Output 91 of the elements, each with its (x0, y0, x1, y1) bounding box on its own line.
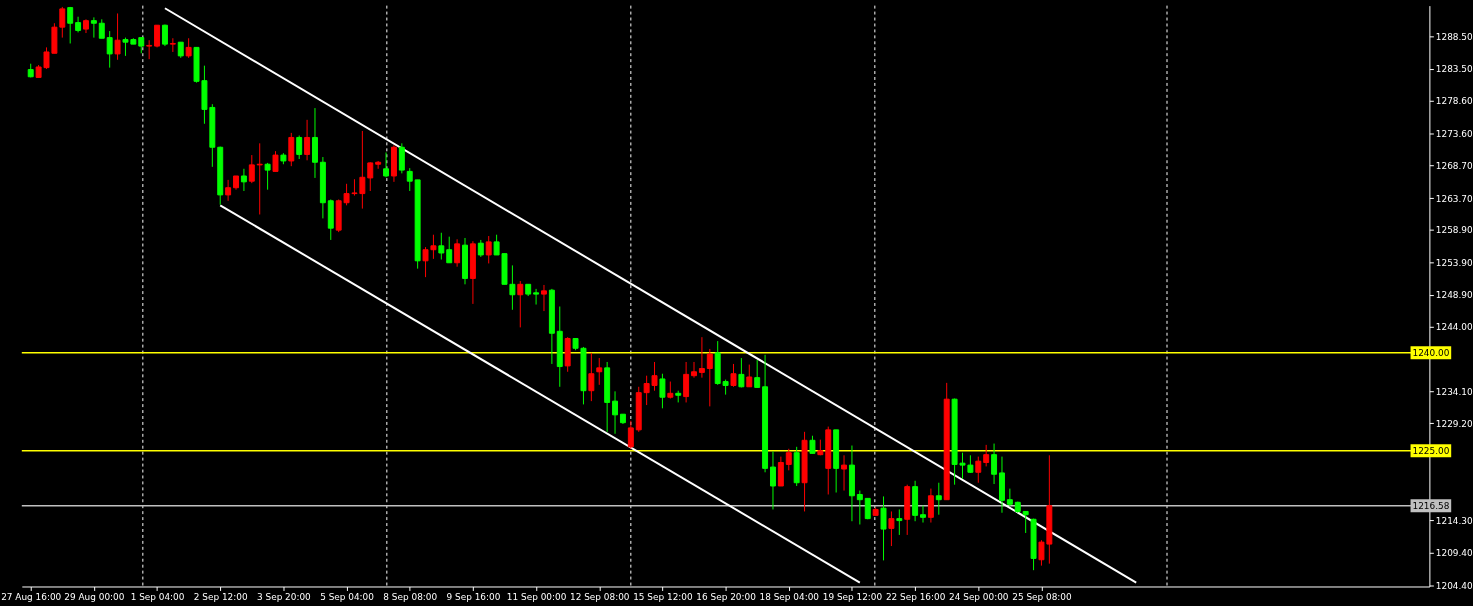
candlestick (185, 37, 192, 59)
candlestick (90, 16, 97, 39)
x-tick-label: 11 Sep 00:00 (506, 591, 567, 602)
candlestick (770, 450, 776, 510)
y-tick-label: 1214.30 (1435, 516, 1473, 527)
x-tick-label: 9 Sep 16:00 (446, 591, 501, 602)
x-tick-label: 22 Sep 16:00 (885, 591, 946, 602)
candlestick (698, 336, 705, 379)
y-tick-label: 1248.90 (1435, 290, 1473, 301)
y-tick-label: 1278.60 (1435, 96, 1473, 107)
ref-line-label: 1216.58 (1412, 500, 1450, 511)
candlestick (114, 12, 121, 61)
candlestick (533, 288, 540, 306)
candlestick (888, 510, 895, 547)
x-tick-label: 3 Sep 20:00 (257, 591, 312, 602)
y-tick-label: 1273.60 (1435, 129, 1473, 140)
candlestick (454, 238, 461, 268)
candlestick (754, 359, 761, 388)
candlestick (446, 236, 453, 264)
y-tick-label: 1229.20 (1435, 418, 1473, 429)
candlestick (746, 364, 753, 388)
candlestick (691, 361, 697, 379)
candlestick (683, 361, 690, 403)
ref-line-label: 1225.00 (1412, 445, 1450, 456)
candlestick (588, 352, 595, 402)
y-tick-label: 1244.00 (1435, 322, 1473, 333)
y-tick-label: 1268.70 (1435, 161, 1473, 171)
candlestick (880, 495, 887, 561)
candlestick (406, 167, 413, 192)
candlestick (296, 135, 303, 160)
candlestick (730, 363, 737, 388)
y-tick-label: 1283.50 (1435, 64, 1473, 75)
candlestick (240, 168, 247, 192)
candlestick (541, 284, 547, 312)
candlestick (975, 456, 982, 484)
candlestick (146, 39, 153, 60)
candlestick (256, 142, 263, 215)
x-tick-label: 25 Sep 08:00 (1012, 591, 1072, 602)
candlestick (288, 132, 295, 167)
y-tick-label: 1234.10 (1435, 386, 1473, 397)
candlestick (367, 161, 374, 192)
candlestick (383, 151, 390, 178)
y-tick-label: 1209.40 (1435, 548, 1473, 559)
x-tick-label: 29 Aug 00:00 (64, 591, 125, 602)
candlestick (935, 482, 942, 516)
y-tick-label: 1263.70 (1435, 193, 1473, 204)
x-tick-label: 24 Sep 00:00 (949, 591, 1009, 602)
x-tick-label: 12 Sep 08:00 (570, 591, 630, 602)
candlestick (304, 119, 311, 161)
candlestick (777, 456, 784, 487)
candlestick (1022, 510, 1029, 534)
candlestick (659, 373, 666, 409)
candlestick (991, 443, 998, 485)
ref-line-label: 1240.00 (1412, 347, 1450, 358)
x-tick-label: 27 Aug 16:00 (1, 591, 62, 602)
candlestick (896, 508, 903, 536)
candlestick (927, 488, 934, 524)
candlestick (248, 154, 255, 184)
candlestick (841, 454, 848, 492)
y-tick-label: 1288.50 (1435, 31, 1473, 42)
candlestick (225, 179, 232, 202)
y-tick-label: 1253.90 (1435, 257, 1473, 268)
candlestick (706, 348, 713, 407)
candlestick (738, 357, 745, 388)
candlestick (264, 162, 271, 191)
candlestick (67, 6, 74, 44)
x-tick-label: 15 Sep 12:00 (633, 591, 693, 602)
candlestick (627, 420, 634, 450)
candlestick (517, 280, 524, 328)
candlestick (596, 357, 603, 386)
candlestick (785, 448, 792, 471)
candlestick (983, 444, 990, 467)
candlestick (1006, 488, 1013, 507)
candlestick (856, 490, 863, 525)
x-tick-label: 19 Sep 12:00 (822, 591, 883, 602)
candlestick (98, 18, 105, 39)
x-tick-label: 5 Sep 04:00 (320, 591, 375, 602)
candlestick (398, 142, 405, 174)
x-tick-label: 18 Sep 04:00 (759, 591, 820, 602)
x-tick-label: 2 Sep 12:00 (193, 591, 248, 602)
candlestick (485, 235, 492, 264)
x-tick-label: 8 Sep 08:00 (383, 591, 438, 602)
y-tick-label: 1258.90 (1435, 224, 1473, 235)
candlestick (272, 150, 279, 172)
x-tick-label: 1 Sep 04:00 (130, 591, 185, 602)
candlestick (438, 232, 445, 261)
candlestick (106, 30, 113, 69)
candlestick (612, 390, 619, 435)
candlestick (920, 505, 926, 524)
y-tick-label: 1204.40 (1435, 580, 1473, 591)
x-tick-label: 16 Sep 20:00 (696, 591, 757, 602)
